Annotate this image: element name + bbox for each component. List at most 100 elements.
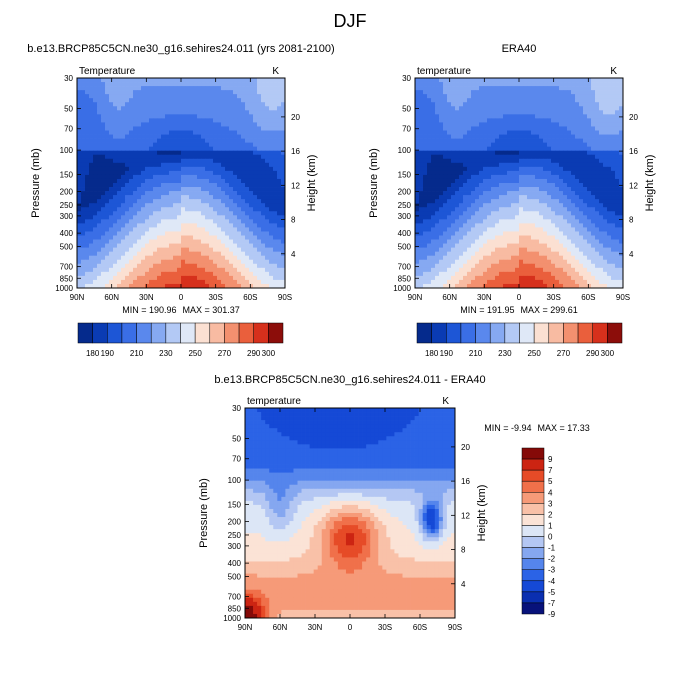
heatmap-cell	[193, 78, 198, 83]
x-tick-label: 60N	[104, 293, 119, 302]
heatmap-cell	[217, 267, 222, 273]
heatmap-cell	[543, 158, 548, 164]
heatmap-cell	[89, 98, 94, 103]
heatmap-cell	[439, 203, 444, 208]
heatmap-cell	[583, 227, 588, 232]
heatmap-cell	[161, 118, 166, 123]
heatmap-cell	[459, 134, 464, 139]
heatmap-cell	[137, 183, 142, 188]
heatmap-cell	[519, 130, 524, 135]
heatmap-cell	[197, 279, 202, 285]
heatmap-cell	[281, 203, 286, 208]
heatmap-cell	[575, 231, 580, 236]
heatmap-cell	[463, 211, 468, 216]
heatmap-cell	[237, 86, 242, 91]
heatmap-cell	[281, 174, 286, 180]
heatmap-cell	[595, 82, 600, 87]
heatmap-cell	[427, 130, 432, 135]
heatmap-cell	[567, 86, 572, 91]
heatmap-cell	[261, 211, 266, 216]
heatmap-cell	[113, 243, 118, 248]
heatmap-cell	[205, 146, 210, 152]
heatmap-cell	[515, 207, 520, 212]
heatmap-cell	[101, 203, 106, 208]
heatmap-cell	[619, 78, 624, 83]
heatmap-cell	[113, 207, 118, 212]
heatmap-cell	[491, 203, 496, 208]
heatmap-cell	[253, 146, 258, 152]
heatmap-cell	[177, 239, 182, 244]
heatmap-cell	[141, 231, 146, 236]
heatmap-cell	[209, 178, 214, 184]
heatmap-cell	[117, 138, 122, 143]
heatmap-cell	[89, 211, 94, 216]
heatmap-cell	[523, 86, 528, 91]
heatmap-cell	[101, 102, 106, 107]
heatmap-cell	[169, 275, 174, 281]
heatmap-cell	[607, 203, 612, 208]
heatmap-cell	[253, 102, 258, 107]
heatmap-cell	[571, 90, 576, 95]
heatmap-cell	[253, 239, 258, 244]
heatmap-cell	[217, 114, 222, 119]
heatmap-cell	[261, 78, 266, 83]
heatmap-cell	[519, 207, 524, 212]
heatmap-cell	[491, 106, 496, 111]
heatmap-cell	[435, 154, 440, 160]
heatmap-cell	[81, 154, 86, 160]
heatmap-cell	[273, 211, 278, 216]
heatmap-cell	[479, 118, 484, 123]
heatmap-cell	[471, 243, 476, 248]
heatmap-cell	[145, 138, 150, 143]
heatmap-cell	[269, 154, 274, 160]
heatmap-cell	[483, 166, 488, 172]
heatmap-cell	[443, 130, 448, 135]
heatmap-cell	[189, 118, 194, 123]
heatmap-cell	[523, 110, 528, 115]
heatmap-cell	[181, 255, 186, 261]
heatmap-cell	[431, 183, 436, 188]
heatmap-cell	[459, 154, 464, 160]
heatmap-cell	[479, 146, 484, 152]
heatmap-cell	[125, 183, 130, 188]
heatmap-cell	[547, 166, 552, 172]
heatmap-cell	[249, 102, 254, 107]
heatmap-cell	[487, 170, 492, 176]
heatmap-cell	[527, 183, 532, 188]
heatmap-cell	[459, 82, 464, 87]
heatmap-cell	[113, 122, 118, 127]
heatmap-cell	[591, 90, 596, 95]
heatmap-cell	[539, 110, 544, 115]
heatmap-cell	[511, 178, 516, 184]
heatmap-cell	[567, 142, 572, 148]
heatmap-cell	[547, 94, 552, 99]
heatmap-cell	[273, 170, 278, 176]
heatmap-cell	[559, 199, 564, 204]
heatmap-cell	[543, 122, 548, 127]
heatmap-cell	[173, 211, 178, 216]
heatmap-cell	[153, 223, 158, 228]
heatmap-cell	[97, 279, 102, 285]
heatmap-cell	[109, 150, 114, 156]
heatmap-cell	[265, 126, 270, 131]
heatmap-cell	[587, 191, 592, 196]
heatmap-cell	[563, 223, 568, 228]
heatmap-cell	[81, 94, 86, 99]
heatmap-cell	[507, 227, 512, 232]
heatmap-cell	[101, 122, 106, 127]
heatmap-cell	[415, 247, 420, 253]
heatmap-cell	[205, 174, 210, 180]
heatmap-cell	[269, 94, 274, 99]
heatmap-cell	[205, 207, 210, 212]
heatmap-cell	[113, 279, 118, 285]
heatmap-cell	[141, 279, 146, 285]
heatmap-cell	[201, 158, 206, 164]
heatmap-cell	[543, 243, 548, 248]
heatmap-cell	[245, 239, 250, 244]
heatmap-cell	[491, 227, 496, 232]
heatmap-cell	[197, 158, 202, 164]
heatmap-cell	[201, 255, 206, 261]
heatmap-cell	[197, 215, 202, 220]
heatmap-cell	[169, 154, 174, 160]
heatmap-cell	[245, 138, 250, 143]
